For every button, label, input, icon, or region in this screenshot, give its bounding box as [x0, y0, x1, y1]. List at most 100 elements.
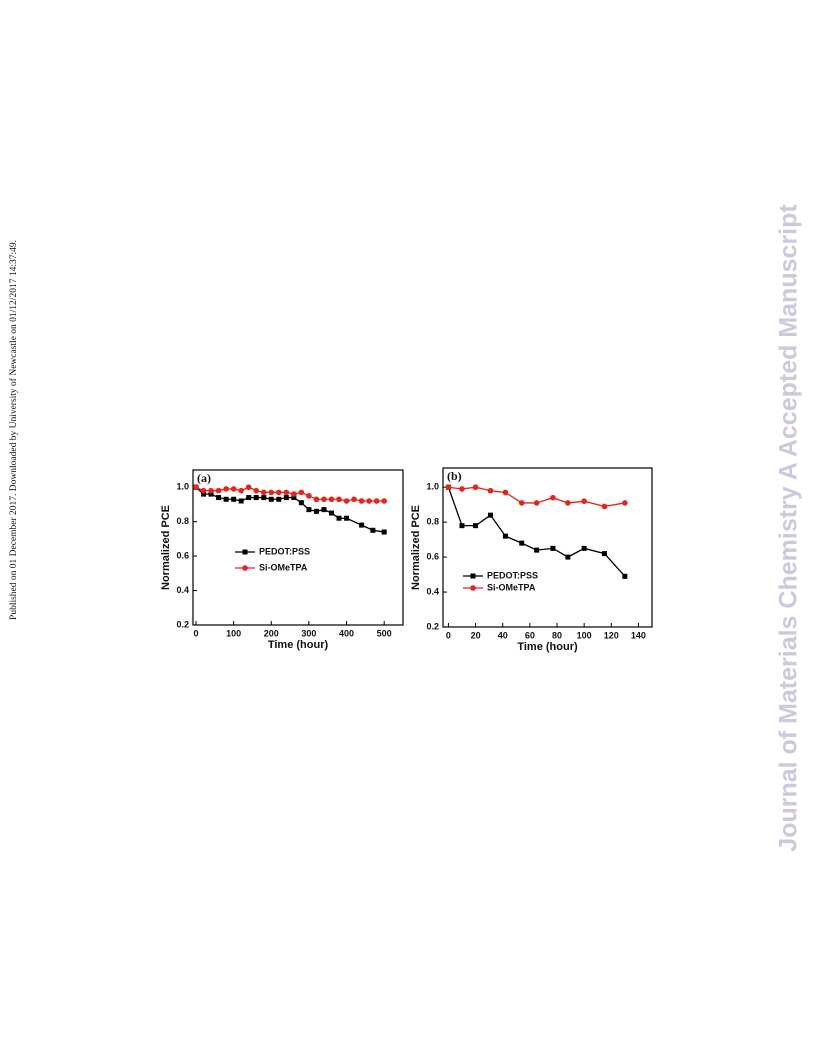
- marker: [306, 493, 312, 499]
- y-tick-label: 0.4: [176, 585, 189, 595]
- marker: [343, 498, 350, 504]
- y-axis-label: Normalized PCE: [160, 505, 172, 590]
- marker: [488, 512, 493, 518]
- marker: [268, 489, 275, 496]
- marker: [344, 515, 350, 521]
- marker: [533, 500, 540, 506]
- marker: [238, 498, 244, 504]
- marker: [321, 507, 327, 513]
- panel-label: (b): [447, 469, 462, 483]
- x-axis-label: Time (hour): [517, 641, 578, 653]
- x-tick-label: 500: [377, 628, 392, 638]
- y-axis-label: Normalized PCE: [410, 505, 422, 590]
- marker: [351, 496, 357, 503]
- x-tick-label: 40: [498, 630, 508, 640]
- marker: [230, 486, 237, 492]
- marker: [581, 545, 587, 551]
- marker: [328, 510, 334, 516]
- marker: [487, 487, 494, 494]
- marker: [242, 549, 248, 555]
- x-axis-label: Time (hour): [268, 639, 329, 651]
- marker: [276, 489, 282, 496]
- marker: [306, 507, 312, 513]
- y-tick-label: 0.6: [426, 551, 439, 561]
- marker: [223, 486, 229, 492]
- marker: [201, 491, 207, 497]
- x-tick-label: 120: [604, 630, 619, 640]
- legend-label: Si-OMeTPA: [487, 582, 536, 592]
- panel-label: (a): [197, 471, 211, 485]
- x-tick-label: 80: [552, 630, 562, 640]
- marker: [550, 494, 556, 501]
- marker: [268, 496, 274, 502]
- marker: [534, 547, 540, 553]
- y-tick-label: 0.8: [426, 517, 439, 527]
- y-tick-label: 0.4: [426, 586, 439, 596]
- marker: [321, 496, 327, 503]
- marker: [223, 496, 229, 502]
- x-tick-label: 60: [525, 630, 535, 640]
- x-tick-label: 140: [631, 630, 646, 640]
- marker: [216, 495, 222, 501]
- y-tick-label: 1.0: [176, 482, 189, 492]
- marker: [215, 487, 222, 494]
- y-tick-label: 1.0: [426, 482, 439, 492]
- x-tick-label: 0: [446, 630, 451, 640]
- marker: [373, 498, 380, 504]
- marker: [200, 487, 207, 494]
- marker: [358, 498, 365, 504]
- marker: [366, 498, 372, 504]
- marker: [298, 489, 305, 496]
- marker: [381, 529, 387, 535]
- x-tick-label: 300: [301, 628, 316, 638]
- marker: [208, 487, 214, 494]
- x-tick-label: 100: [226, 628, 241, 638]
- marker: [291, 495, 297, 501]
- marker: [246, 495, 252, 501]
- y-tick-label: 0.2: [426, 621, 439, 631]
- marker: [261, 495, 267, 501]
- marker: [565, 554, 571, 560]
- x-tick-label: 0: [194, 628, 199, 638]
- marker: [502, 489, 509, 496]
- marker: [260, 489, 267, 496]
- marker: [276, 496, 282, 502]
- y-tick-label: 0.8: [176, 516, 189, 526]
- legend-label: PEDOT:PSS: [259, 546, 310, 556]
- marker: [313, 508, 319, 514]
- marker: [459, 523, 465, 529]
- side-note: Published on 01 December 2017. Downloade…: [8, 240, 19, 620]
- legend-label: PEDOT:PSS: [487, 570, 538, 580]
- marker: [238, 487, 244, 494]
- marker: [245, 484, 252, 491]
- marker: [601, 503, 608, 510]
- marker: [291, 491, 297, 497]
- marker: [502, 533, 508, 539]
- marker: [470, 573, 476, 579]
- marker: [336, 496, 342, 503]
- x-tick-label: 200: [264, 628, 279, 638]
- x-tick-label: 20: [471, 630, 481, 640]
- marker: [381, 498, 387, 504]
- marker: [518, 500, 525, 506]
- x-tick-label: 100: [577, 630, 592, 640]
- y-tick-label: 0.6: [176, 550, 189, 560]
- marker: [359, 522, 365, 528]
- marker: [581, 498, 587, 504]
- marker: [298, 500, 304, 506]
- marker: [370, 527, 376, 533]
- marker: [445, 484, 452, 491]
- marker: [622, 500, 628, 506]
- marker: [313, 496, 320, 503]
- marker: [253, 495, 259, 501]
- marker: [472, 484, 479, 491]
- watermark: Journal of Materials Chemistry A Accepte…: [775, 204, 803, 852]
- marker: [253, 487, 260, 494]
- marker: [242, 565, 248, 571]
- marker: [283, 489, 290, 496]
- marker: [565, 500, 571, 506]
- marker: [193, 484, 199, 491]
- y-tick-label: 0.2: [176, 619, 189, 629]
- marker: [336, 515, 342, 521]
